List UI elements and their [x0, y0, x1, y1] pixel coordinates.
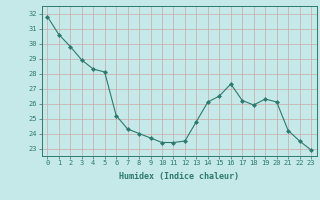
X-axis label: Humidex (Indice chaleur): Humidex (Indice chaleur) — [119, 172, 239, 181]
